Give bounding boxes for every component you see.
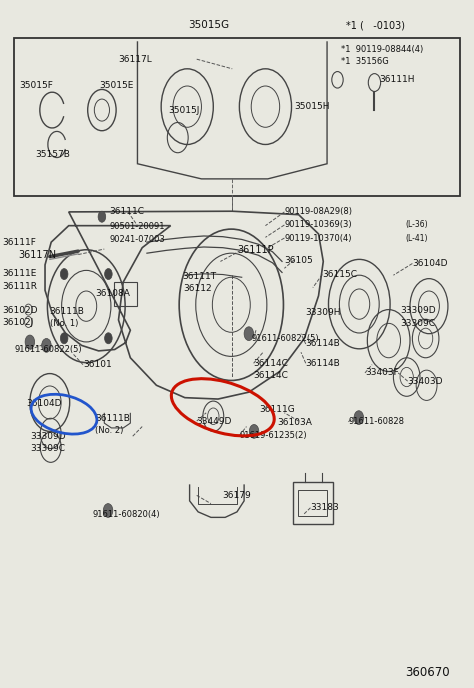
Text: 36111H: 36111H — [379, 74, 415, 84]
Text: 36115C: 36115C — [322, 270, 357, 279]
Text: (No. 2): (No. 2) — [95, 426, 123, 436]
Text: 90119-08A29(8): 90119-08A29(8) — [284, 207, 352, 217]
Text: 35157B: 35157B — [36, 150, 71, 160]
Text: 33309D: 33309D — [30, 431, 65, 441]
Text: 33309H: 33309H — [306, 308, 341, 317]
Text: 35015H: 35015H — [294, 102, 329, 111]
Text: 36111G: 36111G — [260, 405, 295, 414]
Text: 36114B: 36114B — [306, 358, 340, 368]
Text: 91611-60828: 91611-60828 — [348, 417, 404, 427]
Text: (No. 1): (No. 1) — [50, 319, 78, 328]
Text: 36105: 36105 — [284, 255, 313, 265]
Text: 90119-10370(4): 90119-10370(4) — [284, 233, 352, 243]
Text: 33309C: 33309C — [30, 444, 65, 453]
Text: (L-36): (L-36) — [405, 220, 428, 230]
Text: 36111R: 36111R — [2, 281, 37, 291]
Text: 36111B: 36111B — [50, 307, 85, 316]
Text: *1 (   -0103): *1 ( -0103) — [346, 21, 405, 30]
Circle shape — [244, 327, 254, 341]
Text: 33403D: 33403D — [408, 376, 443, 386]
Circle shape — [60, 333, 68, 344]
Text: 36104D: 36104D — [412, 259, 448, 268]
Circle shape — [105, 333, 112, 344]
Circle shape — [60, 268, 68, 279]
Circle shape — [354, 411, 364, 424]
Text: 36111P: 36111P — [237, 246, 273, 255]
Text: 91619-61235(2): 91619-61235(2) — [239, 431, 307, 440]
Text: 91611-60822(5): 91611-60822(5) — [14, 345, 82, 354]
Text: 36102D: 36102D — [2, 305, 38, 315]
Text: 36111F: 36111F — [2, 238, 36, 248]
Text: 35015G: 35015G — [188, 21, 229, 30]
Text: 36101: 36101 — [83, 360, 112, 369]
Text: 36114C: 36114C — [254, 371, 289, 380]
Text: 36112: 36112 — [183, 284, 212, 294]
Text: 91611-60820(4): 91611-60820(4) — [92, 510, 160, 519]
Text: *1  35156G: *1 35156G — [341, 57, 389, 67]
Text: 360670: 360670 — [405, 667, 450, 679]
Circle shape — [105, 268, 112, 279]
Text: 33309C: 33309C — [401, 319, 436, 328]
Text: 36114C: 36114C — [254, 358, 289, 368]
Circle shape — [249, 424, 259, 438]
Text: 36104D: 36104D — [26, 398, 62, 408]
Circle shape — [42, 338, 51, 352]
Text: 90119-10369(3): 90119-10369(3) — [284, 220, 352, 230]
Text: 33309D: 33309D — [401, 306, 436, 316]
Text: 33449D: 33449D — [197, 416, 232, 426]
Text: 36111E: 36111E — [2, 269, 37, 279]
Text: 36111C: 36111C — [109, 207, 144, 217]
Text: 36102J: 36102J — [2, 318, 34, 327]
Text: 90501-20091: 90501-20091 — [109, 222, 164, 231]
Text: 35015E: 35015E — [100, 81, 134, 91]
Text: 33403F: 33403F — [365, 368, 399, 378]
Text: 35015F: 35015F — [19, 81, 53, 91]
Text: 36114B: 36114B — [306, 339, 340, 349]
Text: 33183: 33183 — [310, 503, 339, 513]
Text: (L-41): (L-41) — [405, 233, 428, 243]
Text: 36103A: 36103A — [277, 418, 312, 427]
Circle shape — [25, 335, 35, 349]
Text: *1  90119-08844(4): *1 90119-08844(4) — [341, 45, 424, 54]
Text: 36111B: 36111B — [95, 414, 130, 424]
Circle shape — [98, 211, 106, 222]
Text: 36117L: 36117L — [118, 55, 152, 65]
Text: 90241-07003: 90241-07003 — [109, 235, 165, 244]
Text: 36117N: 36117N — [18, 250, 56, 260]
Circle shape — [103, 504, 113, 517]
Text: 91611-60822(5): 91611-60822(5) — [251, 334, 319, 343]
Text: 35015J: 35015J — [168, 105, 200, 115]
Text: 36179: 36179 — [222, 491, 251, 500]
Text: 36108A: 36108A — [95, 289, 130, 299]
Text: 36111T: 36111T — [182, 272, 217, 281]
